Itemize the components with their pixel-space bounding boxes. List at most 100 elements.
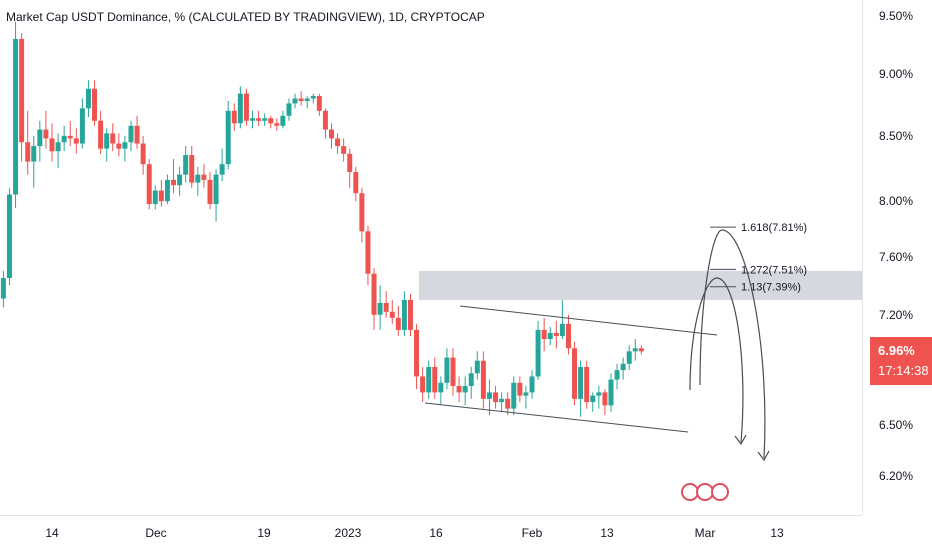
candle (401, 291, 407, 336)
candle-body (347, 153, 353, 173)
candle (511, 376, 517, 416)
candle (164, 174, 170, 204)
candle (152, 185, 158, 210)
resistance-zone (419, 270, 862, 300)
candle (541, 317, 547, 352)
candle (110, 123, 116, 152)
candle-body (158, 190, 164, 202)
candle (79, 98, 85, 149)
candle (347, 148, 353, 188)
candle-body (590, 395, 596, 403)
fib-level-label: 1.618(7.81%) (741, 222, 807, 234)
candle (304, 96, 310, 109)
time-axis[interactable]: 14 Dec 19 2023 16 Feb 13 Mar 13 (0, 515, 862, 551)
projection-arc-inner (689, 277, 744, 443)
candle-body (401, 299, 407, 330)
candle-body (67, 135, 73, 139)
candle-body (104, 133, 110, 149)
candle (450, 348, 456, 396)
candle-body (529, 376, 535, 393)
candle-body (353, 172, 359, 194)
candle-body (110, 133, 116, 144)
candle (486, 379, 492, 416)
candle-body (335, 138, 341, 147)
chart-title: Market Cap USDT Dominance, % (CALCULATED… (6, 10, 485, 24)
candle-body (414, 329, 420, 377)
candle-body (219, 164, 225, 175)
chart-area[interactable]: 1.618(7.81%) 1.272(7.51%) 1.13(7.39%) Mark… (0, 0, 862, 515)
candle (632, 339, 638, 361)
candle (280, 110, 286, 129)
price-axis[interactable]: 9.50% 9.00% 8.50% 8.00% 7.60% 7.20% 6.50% 6.20% (862, 0, 932, 515)
candle (201, 164, 207, 188)
candle-body (565, 323, 571, 349)
candle-body (322, 110, 328, 130)
candle-body (553, 332, 559, 336)
candle (365, 225, 371, 286)
candle-body (426, 366, 432, 393)
candle-body (183, 155, 189, 175)
candle-body (189, 155, 195, 183)
candle-body (395, 317, 401, 330)
time-axis-label: 14 (45, 526, 59, 540)
candle-body (122, 142, 128, 149)
upper-trendline (459, 305, 718, 336)
candle-body (328, 129, 334, 139)
candle (590, 392, 596, 412)
candle-body (383, 302, 389, 312)
candle (67, 120, 73, 147)
candle-body (596, 392, 602, 396)
current-price-badge: 6.96% 17:14:38 (870, 337, 932, 385)
candle-body (37, 129, 43, 147)
candle-body (444, 357, 450, 383)
candle-body (201, 174, 207, 180)
candle (140, 135, 146, 175)
candle-body (164, 179, 170, 202)
candle-body (0, 278, 6, 299)
candle-body (468, 373, 474, 386)
candle-body (438, 382, 444, 393)
candle (620, 357, 626, 380)
candle-countdown: 17:14:38 (878, 363, 929, 378)
candle (262, 113, 268, 126)
price-axis-label: 8.00% (879, 194, 914, 209)
candle-body (547, 332, 553, 340)
candle-body (499, 398, 505, 403)
candle-body (523, 392, 529, 396)
candle (389, 299, 395, 324)
candle-body (486, 392, 492, 399)
candle-body (280, 115, 286, 126)
candle (523, 385, 529, 409)
candle (292, 93, 298, 109)
candle (98, 110, 104, 154)
candle-body (584, 366, 590, 403)
candle (231, 103, 237, 131)
candle (414, 323, 420, 390)
candle (535, 320, 541, 380)
candle-body (632, 348, 638, 352)
candle (462, 376, 468, 406)
candle (243, 88, 249, 126)
candle-body (480, 360, 486, 399)
candle-body (389, 311, 395, 318)
candle-body (268, 118, 274, 124)
candle (237, 86, 243, 129)
time-axis-label: Feb (521, 526, 543, 540)
candle (547, 326, 553, 346)
candle (128, 120, 134, 152)
candle (335, 133, 341, 154)
candle (480, 351, 486, 409)
projection-arrow-inner (734, 434, 747, 446)
candle (444, 348, 450, 390)
candle-body (146, 164, 152, 204)
candle (559, 299, 565, 340)
projection-arc-outer (699, 229, 766, 459)
economic-event-icon (711, 483, 729, 501)
economic-event-icon (696, 483, 714, 501)
candle-body (134, 125, 140, 144)
candle (359, 187, 365, 243)
candle-body (359, 193, 365, 232)
candle (298, 91, 304, 106)
chart-svg[interactable]: 1.618(7.81%) 1.272(7.51%) 1.13(7.39%) (0, 0, 862, 515)
candle (158, 179, 164, 207)
